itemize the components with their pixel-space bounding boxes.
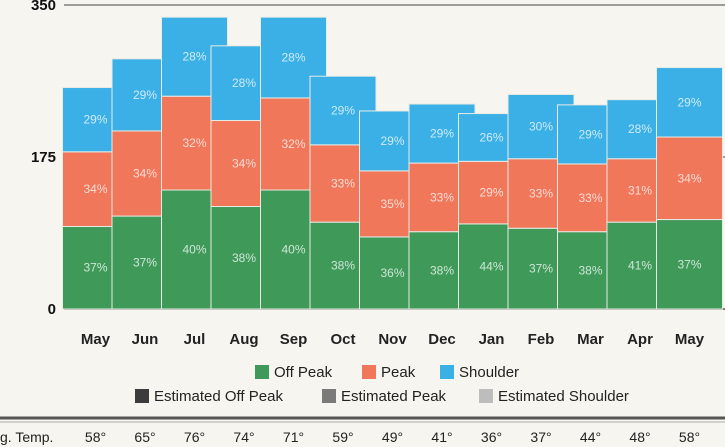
segment-label: 35% xyxy=(380,197,404,211)
bar-segments xyxy=(62,16,723,310)
legend-swatch xyxy=(440,365,454,379)
temperature-value: 58° xyxy=(679,429,700,445)
temperature-value: 37° xyxy=(530,429,551,445)
temperature-value: 59° xyxy=(332,429,353,445)
segment-label: 37% xyxy=(677,257,701,271)
x-category-label: Mar xyxy=(577,331,604,348)
x-category-label: Apr xyxy=(627,331,653,348)
segment-label: 26% xyxy=(479,130,503,144)
segment-label: 34% xyxy=(677,171,701,185)
segment-label: 29% xyxy=(430,127,454,141)
temperature-value: 74° xyxy=(233,429,254,445)
temperature-value: 65° xyxy=(134,429,155,445)
x-category-label: Dec xyxy=(428,331,456,348)
y-tick-label: 350 xyxy=(31,0,56,14)
segment-label: 33% xyxy=(529,186,553,200)
segment-label: 31% xyxy=(628,183,652,197)
temperature-value: 48° xyxy=(629,429,650,445)
temperature-value: 44° xyxy=(580,429,601,445)
segment-label: 38% xyxy=(331,259,355,273)
temperature-value: 76° xyxy=(184,429,205,445)
segment-label: 28% xyxy=(628,122,652,136)
bar-segment-peak xyxy=(656,136,723,221)
legend-swatch xyxy=(135,389,149,403)
segment-label: 28% xyxy=(182,50,206,64)
temperature-value: 41° xyxy=(431,429,452,445)
segment-label: 28% xyxy=(281,51,305,65)
segment-label: 30% xyxy=(529,120,553,134)
bar-segment-off-peak xyxy=(656,219,723,310)
segment-label: 29% xyxy=(578,127,602,141)
x-category-label: May xyxy=(81,331,111,348)
segment-label: 40% xyxy=(182,243,206,257)
segment-label: 34% xyxy=(83,182,107,196)
legend-swatch xyxy=(255,365,269,379)
segment-label: 37% xyxy=(83,261,107,275)
segment-label: 38% xyxy=(232,251,256,265)
segment-label: 29% xyxy=(331,104,355,118)
segment-label: 28% xyxy=(232,76,256,90)
x-category-label: Jun xyxy=(132,331,159,348)
legend-label: Estimated Shoulder xyxy=(498,388,629,405)
segment-label: 38% xyxy=(430,263,454,277)
segment-label: 33% xyxy=(578,191,602,205)
segment-label: 29% xyxy=(83,113,107,127)
segment-label: 37% xyxy=(529,262,553,276)
segment-label: 36% xyxy=(380,266,404,280)
temperature-value: 36° xyxy=(481,429,502,445)
x-category-label: Jan xyxy=(479,331,505,348)
x-category-label: Nov xyxy=(378,331,407,348)
legend-label: Peak xyxy=(381,364,416,381)
temperature-value: 71° xyxy=(283,429,304,445)
segment-label: 38% xyxy=(578,263,602,277)
x-category-label: Sep xyxy=(280,331,308,348)
x-category-label: Jul xyxy=(184,331,206,348)
legend-swatch xyxy=(362,365,376,379)
segment-label: 33% xyxy=(331,176,355,190)
segment-label: 40% xyxy=(281,243,305,257)
x-category-label: Aug xyxy=(229,331,258,348)
segment-label: 44% xyxy=(479,259,503,273)
segment-label: 32% xyxy=(182,136,206,150)
segment-labels: 37% 34% 29% 37% 34% 29% 40% 32% 28% 38% 34% 28% 40% 3… xyxy=(83,50,701,280)
bar-segment-shoulder xyxy=(656,67,723,138)
y-tick-label: 0 xyxy=(48,301,56,318)
segment-label: 33% xyxy=(430,190,454,204)
segment-label: 34% xyxy=(232,157,256,171)
temperature-value: 49° xyxy=(382,429,403,445)
y-axis-ticks: 0 175 350 xyxy=(31,0,56,318)
legend-label: Estimated Off Peak xyxy=(154,388,283,405)
temperature-value: 58° xyxy=(85,429,106,445)
legend-label: Off Peak xyxy=(274,364,333,381)
segment-label: 37% xyxy=(133,256,157,270)
legend-swatch xyxy=(479,389,493,403)
segment-label: 41% xyxy=(628,259,652,273)
legend: Off Peak Peak Shoulder Estimated Off Peak Es… xyxy=(135,364,629,405)
segment-label: 34% xyxy=(133,167,157,181)
x-category-label: Oct xyxy=(330,331,355,348)
temperature-row-label: g. Temp. xyxy=(0,429,53,445)
segment-label: 32% xyxy=(281,137,305,151)
segment-label: 29% xyxy=(677,95,701,109)
legend-label: Estimated Peak xyxy=(341,388,447,405)
x-axis-categories: May Jun Jul Aug Sep Oct Nov Dec Jan Feb Mar Apr May xyxy=(81,331,705,348)
y-tick-label: 175 xyxy=(31,149,56,166)
x-category-label: Feb xyxy=(528,331,555,348)
legend-label: Shoulder xyxy=(459,364,519,381)
temperature-row: g. Temp. 58° 65° 76° 74° 71° 59° 49° 41° 36° 37° 44… xyxy=(0,416,725,445)
segment-label: 29% xyxy=(133,88,157,102)
segment-label: 29% xyxy=(479,186,503,200)
x-category-label: May xyxy=(675,331,705,348)
legend-swatch xyxy=(322,389,336,403)
segment-label: 29% xyxy=(380,134,404,148)
